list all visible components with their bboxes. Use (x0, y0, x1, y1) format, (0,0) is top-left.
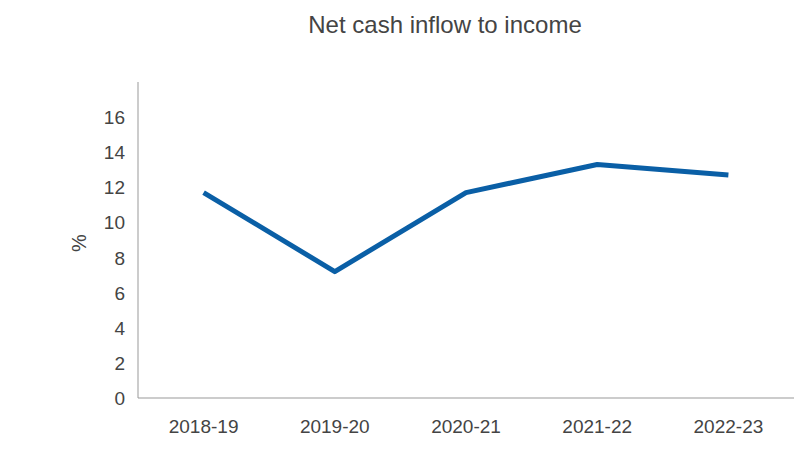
x-tick-label: 2019-20 (300, 416, 370, 437)
x-tick-label: 2022-23 (694, 416, 764, 437)
y-tick-label: 6 (114, 283, 125, 304)
y-tick-label: 4 (114, 318, 125, 339)
y-tick-label: 14 (104, 142, 126, 163)
data-line (204, 165, 729, 272)
x-tick-label: 2018-19 (169, 416, 239, 437)
y-axis-label: % (68, 234, 90, 252)
x-tick-label: 2020-21 (431, 416, 501, 437)
x-tick-label: 2021-22 (562, 416, 632, 437)
y-tick-label: 16 (104, 107, 125, 128)
y-tick-label: 8 (114, 248, 125, 269)
y-tick-label: 0 (114, 388, 125, 409)
plot-area (204, 165, 729, 272)
chart-container: Net cash inflow to income% 0 2 4 6 8 10 12 14 16 2… (0, 0, 800, 450)
y-axis (138, 82, 139, 398)
y-tick-label: 2 (114, 353, 125, 374)
y-tick-label: 12 (104, 177, 125, 198)
y-tick-label: 10 (104, 212, 125, 233)
x-axis (138, 398, 794, 399)
chart: Net cash inflow to income% 0 2 4 6 8 10 12 14 16 2… (0, 0, 800, 450)
title: Net cash inflow to income (308, 11, 581, 38)
